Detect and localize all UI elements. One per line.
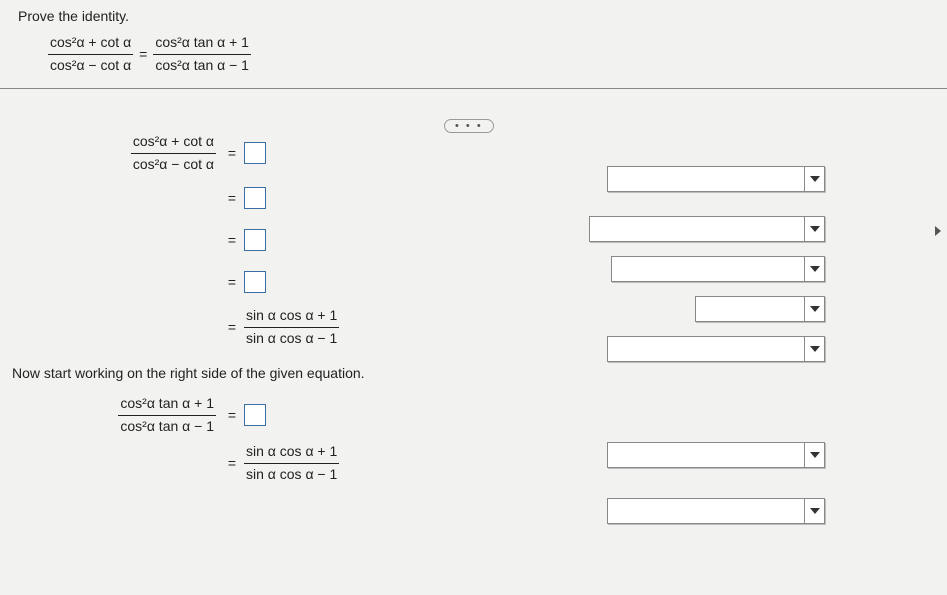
identity-lhs-den: cos²α − cot α [48,54,133,75]
equals-sign: = [220,407,244,423]
answer-input-2[interactable] [244,187,266,209]
r2-result-num: sin α cos α + 1 [244,443,339,463]
proof-step-r1: cos²α tan α + 1 cos²α tan α − 1 = [70,391,947,439]
r2-result-den: sin α cos α − 1 [244,463,339,484]
step5-result-den: sin α cos α − 1 [244,327,339,348]
divider [0,88,947,89]
r1-lhs-num: cos²α tan α + 1 [118,395,216,415]
answer-input-3[interactable] [244,229,266,251]
identity-lhs-fraction: cos²α + cot α cos²α − cot α [48,34,133,74]
answer-input-1[interactable] [244,142,266,164]
identity-rhs-fraction: cos²α tan α + 1 cos²α tan α − 1 [153,34,251,74]
instruction-text: Prove the identity. [18,8,929,24]
chevron-down-icon [804,443,824,467]
reason-dropdown-6[interactable] [607,442,825,468]
step1-lhs-den: cos²α − cot α [131,153,216,174]
identity-rhs-num: cos²α tan α + 1 [153,34,251,54]
answer-input-r1[interactable] [244,404,266,426]
r2-result-fraction: sin α cos α + 1 sin α cos α − 1 [244,443,339,483]
equals-sign: = [220,274,244,290]
reason-dropdown-5[interactable] [607,336,825,362]
scroll-arrow-icon [935,226,941,236]
equals-sign: = [220,232,244,248]
r1-lhs-fraction: cos²α tan α + 1 cos²α tan α − 1 [118,395,216,435]
reason-dropdown-4[interactable] [695,296,825,322]
equals-sign: = [220,190,244,206]
step5-result-fraction: sin α cos α + 1 sin α cos α − 1 [244,307,339,347]
equals-sign: = [220,319,244,335]
equals-sign: = [220,455,244,471]
identity-rhs-den: cos²α tan α − 1 [153,54,251,75]
identity-equals: = [139,46,147,62]
step1-lhs-fraction: cos²α + cot α cos²α − cot α [131,133,216,173]
step1-lhs-num: cos²α + cot α [131,133,216,153]
chevron-down-icon [804,257,824,281]
step5-result-num: sin α cos α + 1 [244,307,339,327]
equals-sign: = [220,145,244,161]
answer-input-4[interactable] [244,271,266,293]
chevron-down-icon [804,297,824,321]
identity-lhs-num: cos²α + cot α [48,34,133,54]
chevron-down-icon [804,337,824,361]
right-side-proof: cos²α tan α + 1 cos²α tan α − 1 = = sin … [70,391,947,487]
identity-equation: cos²α + cot α cos²α − cot α = cos²α tan … [48,34,929,74]
chevron-down-icon [804,167,824,191]
chevron-down-icon [804,499,824,523]
chevron-down-icon [804,217,824,241]
subheading: Now start working on the right side of t… [12,365,947,381]
reason-dropdown-7[interactable] [607,498,825,524]
r1-lhs-den: cos²α tan α − 1 [118,415,216,436]
reason-dropdown-3[interactable] [611,256,825,282]
reason-dropdown-2[interactable] [589,216,825,242]
reason-dropdown-1[interactable] [607,166,825,192]
